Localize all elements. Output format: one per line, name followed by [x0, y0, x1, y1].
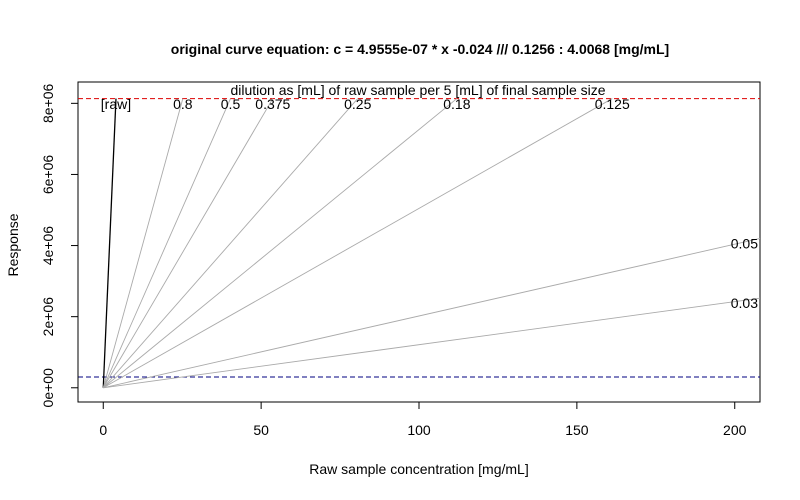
series-line: [103, 98, 613, 389]
series-label: 0.5: [221, 96, 241, 112]
y-tick-label: 0e+00: [40, 368, 56, 408]
x-tick-label: 50: [253, 422, 269, 438]
series-line: [103, 297, 761, 389]
series-line: [102, 98, 359, 389]
series-label: 0.375: [255, 96, 290, 112]
series-line: [102, 98, 184, 388]
y-tick-label: 2e+06: [40, 297, 56, 337]
y-axis-label: Response: [5, 213, 21, 276]
x-axis: 0 50 100 150 200: [99, 401, 747, 438]
y-axis: 0e+00 2e+06 4e+06 6e+06 8e+06: [40, 83, 79, 408]
chart-title: original curve equation: c = 4.9555e-07 …: [171, 41, 669, 57]
series-label: 0.03: [731, 295, 758, 311]
series-line: [102, 98, 117, 388]
series-label: 0.18: [443, 96, 470, 112]
x-axis-label: Raw sample concentration [mg/mL]: [309, 461, 528, 477]
y-tick-label: 4e+06: [40, 226, 56, 266]
series-label: 0.25: [344, 96, 371, 112]
series-line: [102, 98, 458, 389]
series-lines: [102, 98, 761, 389]
reference-lines: [78, 98, 760, 378]
series-label: 0.125: [595, 96, 630, 112]
y-tick-label: 6e+06: [40, 155, 56, 195]
x-tick-label: 150: [565, 422, 589, 438]
x-tick-label: 0: [99, 422, 107, 438]
series-line: [102, 98, 231, 388]
series-label: 0.8: [173, 96, 193, 112]
series-label: [raw]: [101, 96, 131, 112]
dilution-note: dilution as [mL] of raw sample per 5 [mL…: [230, 82, 605, 98]
x-tick-label: 200: [723, 422, 747, 438]
series-labels: [raw] 0.8 0.5 0.375 0.25 0.18 0.125 0.05 0.03: [101, 96, 758, 311]
series-line: [103, 238, 761, 389]
series-label: 0.05: [731, 235, 758, 251]
y-tick-label: 8e+06: [40, 83, 56, 123]
x-tick-label: 100: [407, 422, 431, 438]
series-line: [102, 98, 274, 389]
